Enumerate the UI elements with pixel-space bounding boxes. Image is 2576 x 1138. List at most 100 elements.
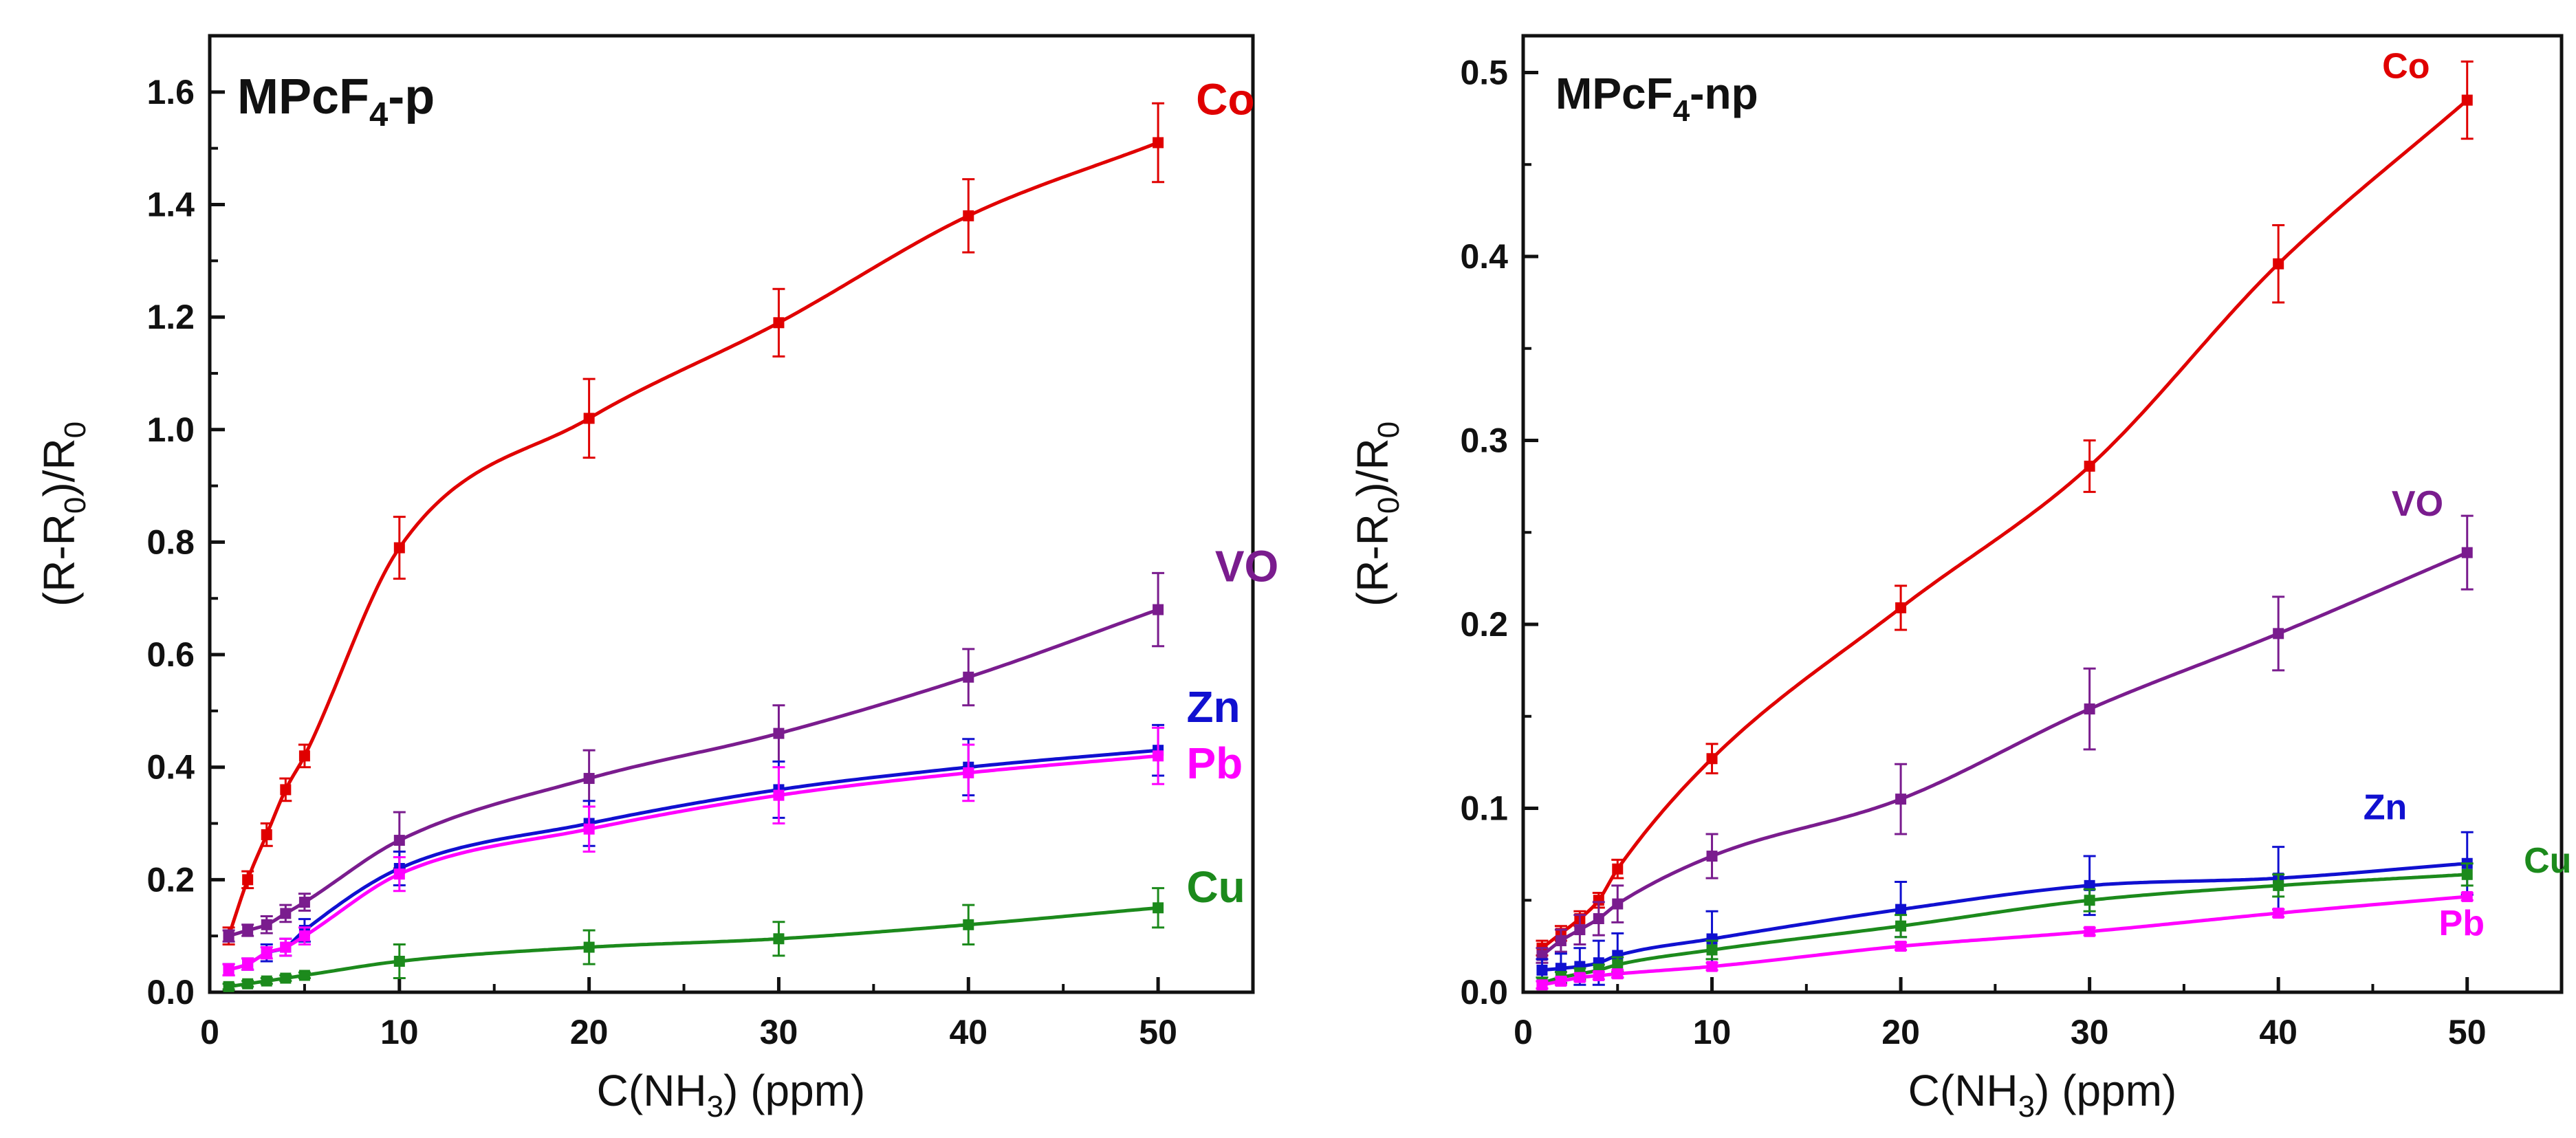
series-cu: Cu — [222, 862, 1245, 992]
data-point — [2273, 628, 2284, 639]
x-axis-label-subscript: 3 — [2018, 1090, 2035, 1124]
data-point — [242, 874, 254, 886]
series-label-pb: Pb — [1186, 738, 1243, 788]
chart-title-text: MPcF — [237, 69, 369, 124]
series-line-zn — [228, 748, 1159, 972]
data-point — [2273, 258, 2284, 270]
y-axis-label-subscript: 0 — [1372, 422, 1406, 438]
y-axis-label-middle: )/R — [1348, 438, 1397, 496]
series-line-cu — [228, 906, 1159, 989]
x-tick-label: 30 — [760, 1013, 798, 1051]
chart-title-subscript: 4 — [369, 96, 388, 133]
data-point — [2084, 895, 2095, 906]
data-point — [261, 947, 272, 959]
series-line-co — [227, 141, 1159, 937]
y-axis-label-text: (R-R — [34, 514, 84, 606]
data-point — [1895, 904, 1907, 915]
x-tick-label: 50 — [1139, 1013, 1177, 1051]
plot-frame — [208, 34, 1255, 994]
x-axis-label-text: C(NH — [597, 1066, 707, 1115]
data-point — [583, 941, 595, 953]
chart-title: MPcF4-np — [1556, 69, 1758, 128]
data-point — [1612, 898, 1624, 910]
data-point — [1706, 851, 1718, 862]
y-axis-label-middle: )/R — [34, 438, 84, 496]
y-tick-label: 0.2 — [146, 860, 195, 899]
data-point — [1612, 863, 1624, 875]
y-axis-label-subscript: 0 — [1372, 497, 1406, 514]
x-axis-label-suffix: ) (ppm) — [723, 1066, 865, 1115]
y-tick-label: 0.2 — [1460, 605, 1508, 644]
x-tick-label: 20 — [1881, 1013, 1920, 1051]
y-axis-label-text: (R-R — [1348, 514, 1397, 606]
data-point — [1706, 961, 1718, 972]
data-point — [773, 727, 785, 739]
series-zn: Zn — [222, 682, 1241, 976]
data-point — [242, 978, 254, 989]
data-point — [280, 908, 292, 919]
x-tick-label: 10 — [380, 1013, 419, 1051]
data-point — [583, 413, 595, 424]
data-point — [298, 930, 310, 942]
data-point — [963, 210, 974, 221]
x-tick-label: 50 — [2448, 1013, 2487, 1051]
x-tick-label: 0 — [1514, 1013, 1533, 1051]
series-label-zn: Zn — [1186, 682, 1240, 732]
y-axis-label-subscript: 0 — [58, 497, 92, 514]
data-point — [261, 829, 272, 840]
y-tick-label: 0.8 — [146, 523, 195, 561]
data-point — [1612, 959, 1624, 970]
x-tick-label: 40 — [2259, 1013, 2297, 1051]
series-line-pb — [1541, 895, 2467, 987]
data-point — [2084, 703, 2095, 715]
data-point — [773, 933, 785, 945]
x-tick-label: 30 — [2071, 1013, 2109, 1051]
series-label-vo: VO — [2392, 484, 2443, 524]
data-point — [1612, 968, 1624, 980]
series-line-vo — [228, 608, 1159, 938]
data-point — [298, 750, 310, 762]
x-axis-label-text: C(NH — [1908, 1066, 2018, 1115]
data-point — [1153, 902, 1164, 914]
data-point — [280, 784, 292, 796]
data-point — [1536, 964, 1548, 976]
series-label-co: Co — [2382, 47, 2430, 87]
data-point — [280, 972, 292, 984]
data-point — [2084, 926, 2095, 937]
data-point — [1895, 794, 1907, 805]
data-point — [223, 964, 234, 976]
x-axis-label-suffix: ) (ppm) — [2035, 1066, 2176, 1115]
data-point — [2461, 94, 2473, 106]
data-point — [1593, 913, 1604, 924]
series-line-vo — [1540, 551, 2468, 957]
series-pb: Pb — [1536, 890, 2485, 991]
data-point — [393, 955, 405, 967]
plot-frame — [1521, 34, 2564, 994]
data-point — [963, 671, 974, 683]
data-point — [583, 823, 595, 835]
data-point — [393, 835, 405, 846]
series-co: Co — [222, 75, 1255, 945]
data-point — [2461, 547, 2473, 558]
chart-title-subscript: 4 — [1673, 94, 1690, 128]
chart-title-text: MPcF — [1556, 69, 1673, 118]
data-point — [1574, 972, 1586, 983]
y-axis-label: (R-R0)/R0 — [34, 422, 92, 606]
data-point — [1153, 137, 1164, 149]
data-point — [242, 959, 254, 970]
series-line-pb — [228, 754, 1159, 972]
data-point — [1593, 970, 1604, 981]
y-tick-label: 0.4 — [1460, 237, 1508, 276]
series-line-zn — [1542, 862, 2467, 972]
data-point — [2461, 868, 2473, 880]
chart-panel-mpcf4-p: 0 10 20 30 40 500.00.20.40.60.81.01.21.41.6C(… — [34, 34, 1278, 1124]
data-point — [1153, 604, 1164, 615]
chart-panel-mpcf4-np: 0 10 20 30 40 500.00.10.20.30.40.5C(NH3) (ppm… — [1348, 34, 2571, 1124]
data-point — [298, 970, 310, 981]
y-axis-label-subscript: 0 — [58, 422, 92, 438]
data-point — [1895, 941, 1907, 952]
y-tick-label: 0.5 — [1460, 54, 1508, 92]
x-tick-label: 10 — [1693, 1013, 1732, 1051]
series-label-vo: VO — [1215, 542, 1278, 591]
